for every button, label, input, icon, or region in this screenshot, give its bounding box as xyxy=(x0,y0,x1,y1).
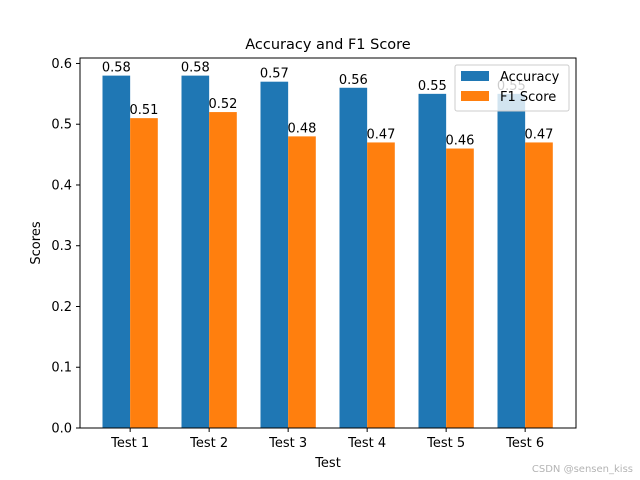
y-tick-label-6: 0.6 xyxy=(51,57,72,72)
legend-label-accuracy: Accuracy xyxy=(500,70,560,85)
x-tick-label-test-5: Test 5 xyxy=(426,436,465,451)
x-tick-label-test-4: Test 4 xyxy=(347,436,386,451)
bar-accuracy-test-2 xyxy=(181,75,210,428)
y-tick-label-4: 0.4 xyxy=(51,178,72,193)
data-label-accuracy-test-4: 0.56 xyxy=(339,73,368,88)
y-tick-label-5: 0.5 xyxy=(51,118,72,133)
data-label-accuracy-test-1: 0.58 xyxy=(102,61,131,76)
data-label-f1-score-test-1: 0.51 xyxy=(129,103,158,118)
data-label-f1-score-test-3: 0.48 xyxy=(287,121,316,136)
data-label-accuracy-test-2: 0.58 xyxy=(181,61,210,76)
x-tick-label-test-3: Test 3 xyxy=(268,436,307,451)
bar-f1-score-test-6 xyxy=(525,142,553,428)
y-tick-label-3: 0.3 xyxy=(51,239,72,254)
data-label-f1-score-test-6: 0.47 xyxy=(524,127,553,142)
watermark: CSDN @sensen_kiss xyxy=(532,464,633,475)
data-label-f1-score-test-2: 0.52 xyxy=(208,97,237,112)
plot-frame xyxy=(79,57,577,429)
y-axis-label: Scores xyxy=(29,221,44,264)
bar-f1-score-test-2 xyxy=(209,112,237,428)
chart-title: Accuracy and F1 Score xyxy=(245,37,411,53)
data-label-f1-score-test-5: 0.46 xyxy=(445,134,474,149)
x-tick-label-test-1: Test 1 xyxy=(110,436,149,451)
y-tick-label-2: 0.2 xyxy=(51,300,72,315)
bar-accuracy-test-5 xyxy=(418,93,447,429)
bar-accuracy-test-3 xyxy=(260,81,289,428)
legend-swatch-accuracy xyxy=(461,71,489,81)
y-tick-label-0: 0.0 xyxy=(51,422,72,437)
bar-accuracy-test-4 xyxy=(339,87,368,429)
data-label-accuracy-test-5: 0.55 xyxy=(418,79,447,94)
x-tick-label-test-2: Test 2 xyxy=(189,436,228,451)
x-tick-label-test-6: Test 6 xyxy=(505,436,544,451)
data-label-accuracy-test-3: 0.57 xyxy=(260,67,289,82)
bar-f1-score-test-4 xyxy=(367,142,395,428)
x-axis-ticks: Test 1 Test 2 Test 3 Test 4 Test 5 Test 6 xyxy=(110,428,544,451)
y-axis-ticks: 0.0 0.1 0.2 0.3 0.4 0.5 0.6 xyxy=(51,57,80,437)
bars-layer xyxy=(102,75,553,429)
bar-accuracy-test-6 xyxy=(497,93,526,429)
x-axis-label: Test xyxy=(314,456,341,471)
data-label-f1-score-test-4: 0.47 xyxy=(366,127,395,142)
y-tick-label-1: 0.1 xyxy=(51,361,72,376)
data-labels-layer: 0.580.580.570.560.550.550.510.520.480.47… xyxy=(102,61,554,149)
bar-f1-score-test-3 xyxy=(288,136,316,428)
bar-f1-score-test-5 xyxy=(446,148,474,428)
bar-accuracy-test-1 xyxy=(102,75,131,428)
legend-label-f1-score: F1 Score xyxy=(500,90,556,105)
bar-f1-score-test-1 xyxy=(130,118,158,429)
legend: Accuracy F1 Score xyxy=(454,64,570,112)
legend-swatch-f1-score xyxy=(461,91,489,101)
